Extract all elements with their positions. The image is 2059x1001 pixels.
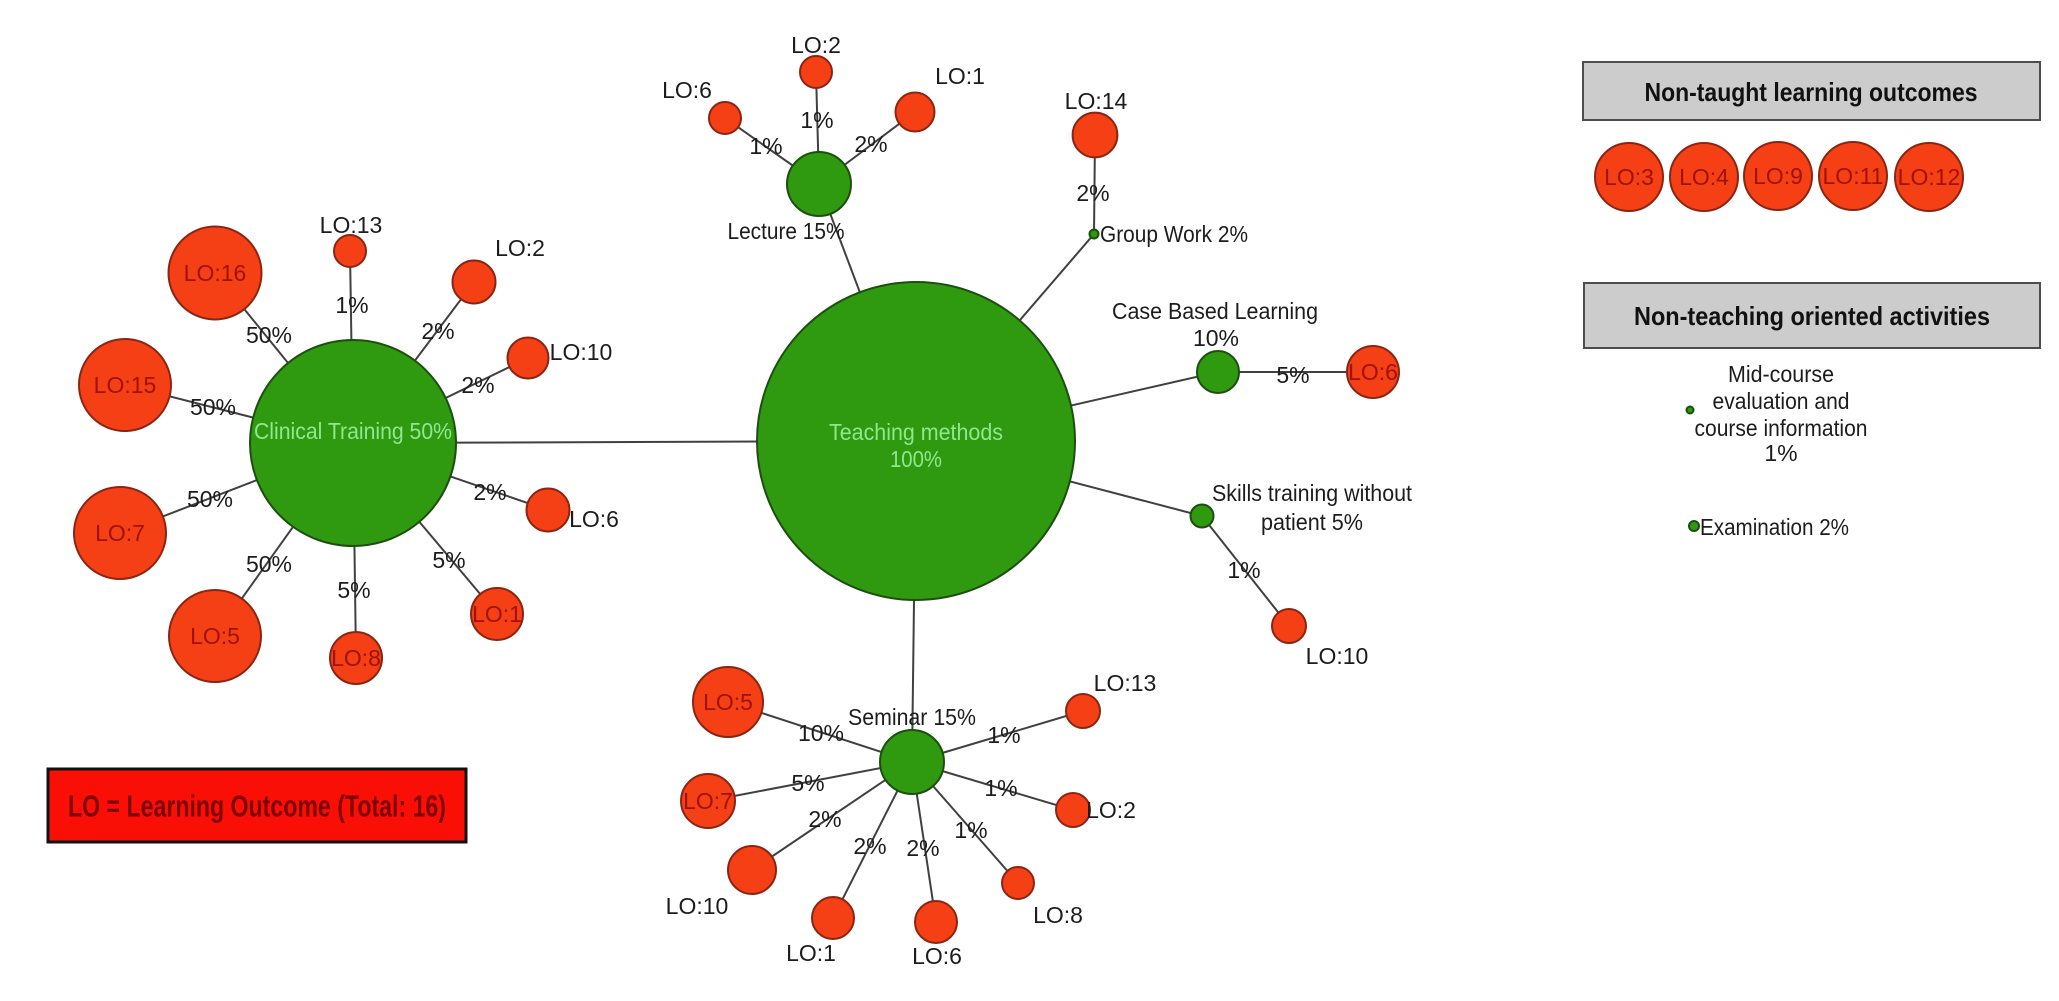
svg-text:5%: 5% (432, 547, 465, 573)
svg-text:2%: 2% (1076, 180, 1109, 206)
svg-text:Mid-course: Mid-course (1728, 361, 1834, 387)
svg-text:5%: 5% (791, 770, 824, 796)
svg-text:5%: 5% (337, 577, 370, 603)
svg-text:1%: 1% (1227, 557, 1260, 583)
svg-text:10%: 10% (798, 720, 844, 746)
svg-text:Case Based Learning: Case Based Learning (1112, 298, 1318, 324)
svg-text:2%: 2% (473, 479, 506, 505)
svg-text:LO:16: LO:16 (184, 260, 247, 286)
svg-text:1%: 1% (987, 722, 1020, 748)
svg-text:1%: 1% (984, 775, 1017, 801)
svg-text:Skills training without: Skills training without (1212, 480, 1413, 506)
svg-text:LO:1: LO:1 (786, 940, 836, 966)
svg-text:LO:5: LO:5 (703, 689, 753, 715)
svg-text:Teaching methods: Teaching methods (829, 419, 1003, 445)
svg-text:Clinical Training 50%: Clinical Training 50% (254, 418, 452, 444)
svg-text:LO:4: LO:4 (1679, 164, 1729, 190)
svg-text:LO:2: LO:2 (495, 235, 545, 261)
svg-text:LO:1: LO:1 (935, 63, 985, 89)
svg-text:1%: 1% (749, 133, 782, 159)
svg-text:LO:6: LO:6 (1348, 359, 1398, 385)
svg-text:2%: 2% (808, 806, 841, 832)
svg-text:5%: 5% (1276, 362, 1309, 388)
svg-text:Examination 2%: Examination 2% (1700, 514, 1849, 540)
svg-text:course information: course information (1695, 415, 1868, 441)
svg-text:50%: 50% (187, 486, 233, 512)
svg-text:LO:6: LO:6 (569, 506, 619, 532)
svg-text:LO:5: LO:5 (190, 623, 240, 649)
svg-text:LO:13: LO:13 (320, 212, 383, 238)
svg-text:10%: 10% (1193, 325, 1239, 351)
svg-text:Lecture 15%: Lecture 15% (728, 218, 845, 244)
svg-text:LO:1: LO:1 (472, 601, 522, 627)
svg-text:LO:3: LO:3 (1604, 164, 1654, 190)
svg-text:LO:9: LO:9 (1753, 163, 1803, 189)
svg-text:LO:10: LO:10 (666, 893, 729, 919)
svg-text:1%: 1% (335, 292, 368, 318)
svg-text:LO:11: LO:11 (1823, 163, 1884, 189)
svg-text:LO:8: LO:8 (1033, 902, 1083, 928)
svg-text:1%: 1% (954, 817, 987, 843)
svg-text:LO:10: LO:10 (1306, 643, 1369, 669)
svg-text:LO:7: LO:7 (683, 788, 733, 814)
svg-text:2%: 2% (461, 372, 494, 398)
svg-text:LO:7: LO:7 (95, 520, 145, 546)
svg-text:LO:8: LO:8 (331, 645, 381, 671)
svg-text:LO:6: LO:6 (662, 77, 712, 103)
svg-text:50%: 50% (246, 551, 292, 577)
svg-text:2%: 2% (854, 131, 887, 157)
svg-text:50%: 50% (246, 322, 292, 348)
svg-text:2%: 2% (906, 835, 939, 861)
svg-text:LO:13: LO:13 (1094, 670, 1157, 696)
svg-text:2%: 2% (421, 318, 454, 344)
svg-text:LO:10: LO:10 (550, 339, 613, 365)
svg-text:100%: 100% (890, 446, 942, 472)
svg-text:2%: 2% (853, 833, 886, 859)
svg-text:Group Work 2%: Group Work 2% (1100, 221, 1248, 247)
svg-text:LO:2: LO:2 (1086, 797, 1136, 823)
svg-text:LO:12: LO:12 (1898, 164, 1961, 190)
svg-text:Non-teaching oriented activiti: Non-teaching oriented activities (1634, 301, 1990, 331)
svg-text:1%: 1% (800, 107, 833, 133)
svg-text:Seminar 15%: Seminar 15% (848, 704, 976, 730)
svg-text:LO:15: LO:15 (94, 372, 157, 398)
svg-text:Non-taught learning outcomes: Non-taught learning outcomes (1645, 77, 1978, 107)
svg-text:LO:6: LO:6 (912, 943, 962, 969)
svg-text:50%: 50% (190, 394, 236, 420)
svg-text:LO:2: LO:2 (791, 32, 841, 58)
svg-text:LO = Learning Outcome (Total:: LO = Learning Outcome (Total: 16) (68, 789, 446, 824)
svg-text:1%: 1% (1764, 440, 1797, 466)
svg-text:LO:14: LO:14 (1065, 88, 1128, 114)
svg-text:patient 5%: patient 5% (1261, 509, 1363, 535)
svg-text:evaluation and: evaluation and (1713, 388, 1850, 414)
